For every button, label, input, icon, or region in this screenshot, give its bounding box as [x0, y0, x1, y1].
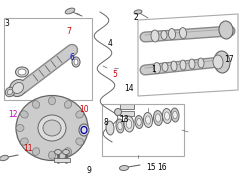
Ellipse shape [153, 62, 161, 73]
Ellipse shape [116, 119, 124, 133]
Text: 14: 14 [124, 84, 134, 93]
Ellipse shape [213, 55, 223, 69]
Text: 12: 12 [9, 110, 18, 119]
Bar [120, 111, 134, 116]
Ellipse shape [65, 8, 75, 14]
Bar [102, 104, 184, 156]
Bar [120, 104, 134, 109]
Ellipse shape [76, 111, 84, 118]
Ellipse shape [145, 116, 151, 124]
Ellipse shape [16, 67, 29, 77]
Ellipse shape [214, 51, 230, 73]
Text: 10: 10 [79, 105, 89, 114]
Text: 6: 6 [70, 53, 74, 62]
Ellipse shape [189, 59, 195, 69]
Ellipse shape [5, 87, 15, 97]
Text: 17: 17 [224, 55, 234, 64]
Ellipse shape [124, 116, 134, 132]
Ellipse shape [32, 148, 40, 156]
Ellipse shape [118, 122, 122, 130]
Ellipse shape [20, 138, 28, 145]
Ellipse shape [0, 155, 8, 161]
Ellipse shape [171, 61, 177, 71]
Ellipse shape [114, 109, 122, 116]
Ellipse shape [79, 124, 89, 136]
Ellipse shape [12, 82, 23, 94]
Ellipse shape [162, 62, 168, 71]
Ellipse shape [64, 148, 72, 156]
Ellipse shape [64, 101, 72, 108]
Ellipse shape [161, 30, 167, 39]
Ellipse shape [32, 101, 40, 108]
Text: 2: 2 [134, 13, 139, 22]
Text: 3: 3 [4, 19, 9, 28]
Ellipse shape [80, 125, 88, 132]
Text: 8: 8 [104, 118, 109, 127]
Text: 1: 1 [151, 65, 156, 74]
Text: 15: 15 [146, 163, 156, 172]
Ellipse shape [10, 80, 27, 96]
Text: 9: 9 [87, 166, 92, 175]
Ellipse shape [171, 108, 179, 122]
Ellipse shape [72, 57, 80, 67]
Ellipse shape [54, 150, 61, 154]
Ellipse shape [38, 115, 66, 141]
Ellipse shape [76, 138, 84, 145]
Ellipse shape [151, 30, 159, 42]
Text: 7: 7 [67, 27, 71, 36]
Ellipse shape [126, 120, 132, 128]
Ellipse shape [134, 10, 142, 14]
Ellipse shape [49, 97, 55, 105]
Text: 4: 4 [107, 39, 112, 48]
Text: 5: 5 [112, 70, 117, 79]
Ellipse shape [219, 21, 233, 39]
Ellipse shape [173, 111, 177, 119]
Ellipse shape [180, 60, 186, 70]
Ellipse shape [137, 118, 141, 126]
Ellipse shape [7, 89, 13, 95]
Ellipse shape [74, 59, 78, 65]
Ellipse shape [155, 114, 161, 122]
Ellipse shape [164, 112, 170, 120]
Ellipse shape [135, 116, 143, 129]
Ellipse shape [16, 96, 88, 161]
Bar [4, 18, 92, 100]
Ellipse shape [180, 28, 186, 39]
Ellipse shape [106, 121, 114, 135]
Ellipse shape [20, 111, 28, 118]
Ellipse shape [198, 58, 204, 68]
Bar [54, 158, 70, 162]
Ellipse shape [49, 151, 55, 159]
Ellipse shape [16, 125, 24, 132]
Ellipse shape [163, 109, 172, 123]
Text: 13: 13 [120, 115, 129, 124]
Ellipse shape [120, 165, 129, 170]
Text: 11: 11 [23, 144, 33, 153]
Ellipse shape [62, 150, 70, 154]
Ellipse shape [168, 28, 175, 39]
Ellipse shape [43, 120, 61, 136]
Ellipse shape [153, 111, 163, 125]
Text: 16: 16 [157, 163, 167, 172]
Ellipse shape [143, 112, 152, 127]
Ellipse shape [18, 69, 26, 75]
